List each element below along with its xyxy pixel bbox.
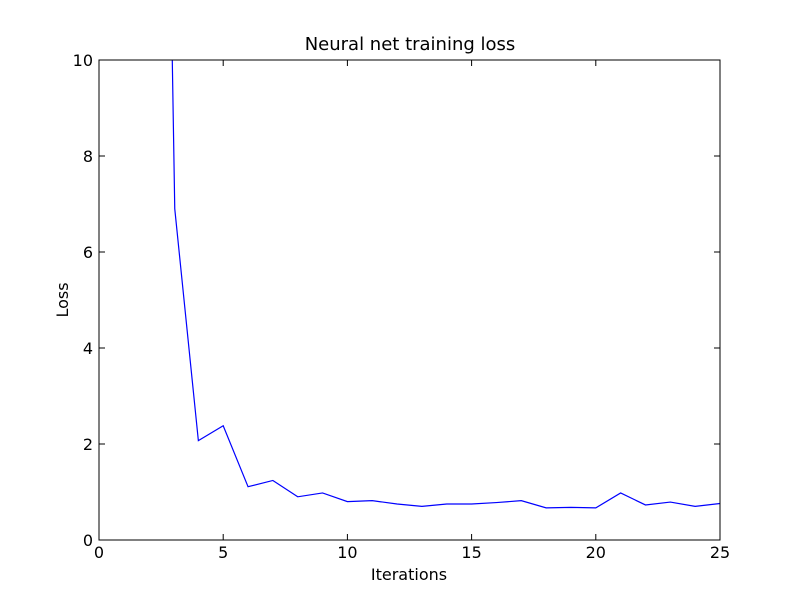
x-tick-label: 5 <box>218 543 228 562</box>
y-tick-label: 4 <box>83 339 93 358</box>
y-tick-label: 8 <box>83 147 93 166</box>
y-tick-label: 0 <box>83 531 93 550</box>
y-axis-label: Loss <box>53 282 72 317</box>
loss-series-line <box>172 60 720 508</box>
x-axis-label: Iterations <box>371 565 447 584</box>
x-tick-label: 25 <box>710 543 730 562</box>
x-tick-label: 15 <box>461 543 481 562</box>
axis-tick-labels: 0 5 10 15 20 25 0 2 4 6 8 10 <box>73 51 731 562</box>
plot-frame <box>99 60 720 540</box>
chart-title: Neural net training loss <box>305 34 516 55</box>
y-tick-label: 2 <box>83 435 93 454</box>
x-tick-label: 10 <box>337 543 357 562</box>
x-tick-label: 20 <box>586 543 606 562</box>
y-tick-label: 10 <box>73 51 93 70</box>
axis-ticks <box>99 60 720 540</box>
x-tick-label: 0 <box>94 543 104 562</box>
y-tick-label: 6 <box>83 243 93 262</box>
